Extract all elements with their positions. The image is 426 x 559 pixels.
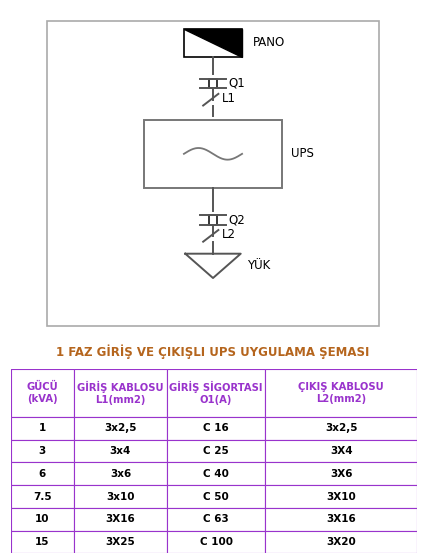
Bar — [265, 462, 417, 485]
Bar — [74, 508, 167, 530]
Text: 3x4: 3x4 — [110, 446, 131, 456]
Text: 1 FAZ GİRİŞ VE ÇIKIŞLI UPS UYGULAMA ŞEMASI: 1 FAZ GİRİŞ VE ÇIKIŞLI UPS UYGULAMA ŞEMA… — [56, 345, 370, 359]
Bar — [209, 79, 217, 88]
Text: PANO: PANO — [253, 36, 285, 49]
Text: YÜK: YÜK — [247, 259, 270, 272]
Bar — [167, 417, 265, 439]
Bar — [265, 508, 417, 530]
Bar — [74, 439, 167, 462]
Bar — [167, 439, 265, 462]
Text: UPS: UPS — [291, 148, 314, 160]
Text: GİRİŞ KABLOSU
L1(mm2): GİRİŞ KABLOSU L1(mm2) — [77, 381, 164, 405]
Text: C 63: C 63 — [203, 514, 229, 524]
Bar — [144, 120, 282, 188]
Text: 3X10: 3X10 — [326, 491, 356, 501]
Text: C 16: C 16 — [203, 423, 229, 433]
Text: GÜCÜ
(kVA): GÜCÜ (kVA) — [26, 382, 58, 404]
Bar — [167, 508, 265, 530]
Bar — [167, 462, 265, 485]
Bar — [74, 485, 167, 508]
Text: 10: 10 — [35, 514, 49, 524]
Text: C 100: C 100 — [200, 537, 233, 547]
Text: C 50: C 50 — [203, 491, 229, 501]
Text: 15: 15 — [35, 537, 49, 547]
Bar — [11, 369, 74, 417]
Text: 3X20: 3X20 — [326, 537, 356, 547]
Bar — [265, 417, 417, 439]
Text: 3x2,5: 3x2,5 — [325, 423, 357, 433]
Text: GİRİŞ SİGORTASI
O1(A): GİRİŞ SİGORTASI O1(A) — [170, 381, 263, 405]
Bar — [74, 417, 167, 439]
Bar — [265, 439, 417, 462]
Text: L1: L1 — [222, 92, 236, 105]
Bar — [265, 369, 417, 417]
Bar — [11, 439, 74, 462]
Text: 7.5: 7.5 — [33, 491, 52, 501]
Text: ÇIKIŞ KABLOSU
L2(mm2): ÇIKIŞ KABLOSU L2(mm2) — [298, 382, 384, 404]
Bar — [167, 530, 265, 553]
Bar — [209, 215, 217, 225]
Text: 6: 6 — [39, 469, 46, 479]
Text: 3X4: 3X4 — [330, 446, 352, 456]
Text: 3x2,5: 3x2,5 — [104, 423, 137, 433]
Bar — [11, 485, 74, 508]
Text: 3: 3 — [39, 446, 46, 456]
Text: 3x6: 3x6 — [110, 469, 131, 479]
Text: 3x10: 3x10 — [106, 491, 135, 501]
Polygon shape — [184, 29, 242, 56]
Bar — [74, 530, 167, 553]
Text: 3X6: 3X6 — [330, 469, 352, 479]
Bar — [167, 369, 265, 417]
Text: C 25: C 25 — [203, 446, 229, 456]
Text: C 40: C 40 — [203, 469, 229, 479]
Text: Q2: Q2 — [229, 213, 245, 226]
Bar — [167, 485, 265, 508]
Bar — [184, 29, 242, 56]
Bar — [11, 462, 74, 485]
Text: L2: L2 — [222, 228, 236, 241]
Text: 1: 1 — [39, 423, 46, 433]
Bar — [11, 508, 74, 530]
Bar — [11, 530, 74, 553]
Text: 3X16: 3X16 — [106, 514, 135, 524]
Bar — [74, 462, 167, 485]
Text: Q1: Q1 — [229, 77, 245, 90]
Bar — [11, 417, 74, 439]
Text: 3X16: 3X16 — [326, 514, 356, 524]
Bar — [265, 485, 417, 508]
Text: 3X25: 3X25 — [106, 537, 135, 547]
Bar — [265, 530, 417, 553]
Bar — [74, 369, 167, 417]
